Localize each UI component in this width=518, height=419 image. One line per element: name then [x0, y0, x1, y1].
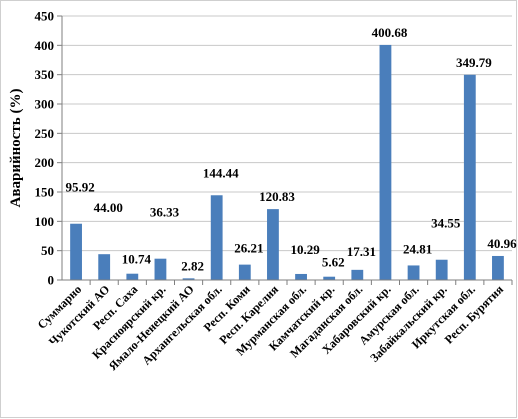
y-tick-label: 200	[35, 155, 55, 170]
data-label: 40.96	[487, 236, 517, 251]
bar	[238, 264, 251, 280]
y-tick-label: 100	[35, 214, 55, 229]
bar	[267, 209, 279, 280]
data-label: 17.31	[347, 244, 376, 259]
bar	[323, 276, 336, 280]
data-label: 36.33	[150, 205, 180, 220]
y-tick-label: 400	[35, 38, 55, 53]
bar	[70, 223, 82, 280]
bar	[154, 258, 167, 280]
bar	[295, 273, 307, 280]
data-label: 5.62	[322, 255, 345, 270]
data-label: 44.00	[94, 200, 123, 215]
data-label: 24.81	[403, 241, 432, 256]
bar	[492, 255, 504, 280]
bar	[379, 44, 392, 280]
data-label: 2.82	[181, 258, 204, 273]
bar	[98, 254, 111, 280]
data-label: 95.92	[65, 180, 94, 195]
bar	[435, 259, 448, 280]
bar	[463, 74, 476, 281]
data-label: 26.21	[234, 241, 263, 256]
bars	[70, 44, 504, 281]
y-tick-label: 50	[41, 243, 54, 258]
data-label: 10.74	[122, 252, 152, 267]
y-tick-label: 0	[48, 273, 55, 288]
y-tick-label: 350	[35, 67, 55, 82]
bar	[351, 269, 364, 280]
data-label: 10.29	[290, 242, 320, 257]
data-label: 120.83	[259, 189, 295, 204]
bar	[126, 273, 139, 280]
y-axis-label: Аварийность (%)	[8, 89, 24, 208]
gridlines	[62, 15, 512, 252]
data-label: 349.79	[456, 55, 492, 70]
bar	[182, 278, 195, 280]
bar	[407, 265, 420, 280]
y-tick-label: 250	[35, 126, 55, 141]
data-label: 400.68	[372, 25, 408, 40]
y-tick-label: 150	[35, 185, 55, 200]
data-label: 34.55	[431, 216, 461, 231]
y-tick-label: 450	[35, 9, 55, 24]
data-label: 144.44	[203, 165, 239, 180]
y-tick-label: 300	[35, 97, 55, 112]
y-axis-ticks: 0 50 100 150 200 250 300 350 400 450	[35, 9, 62, 288]
bar	[210, 195, 223, 280]
